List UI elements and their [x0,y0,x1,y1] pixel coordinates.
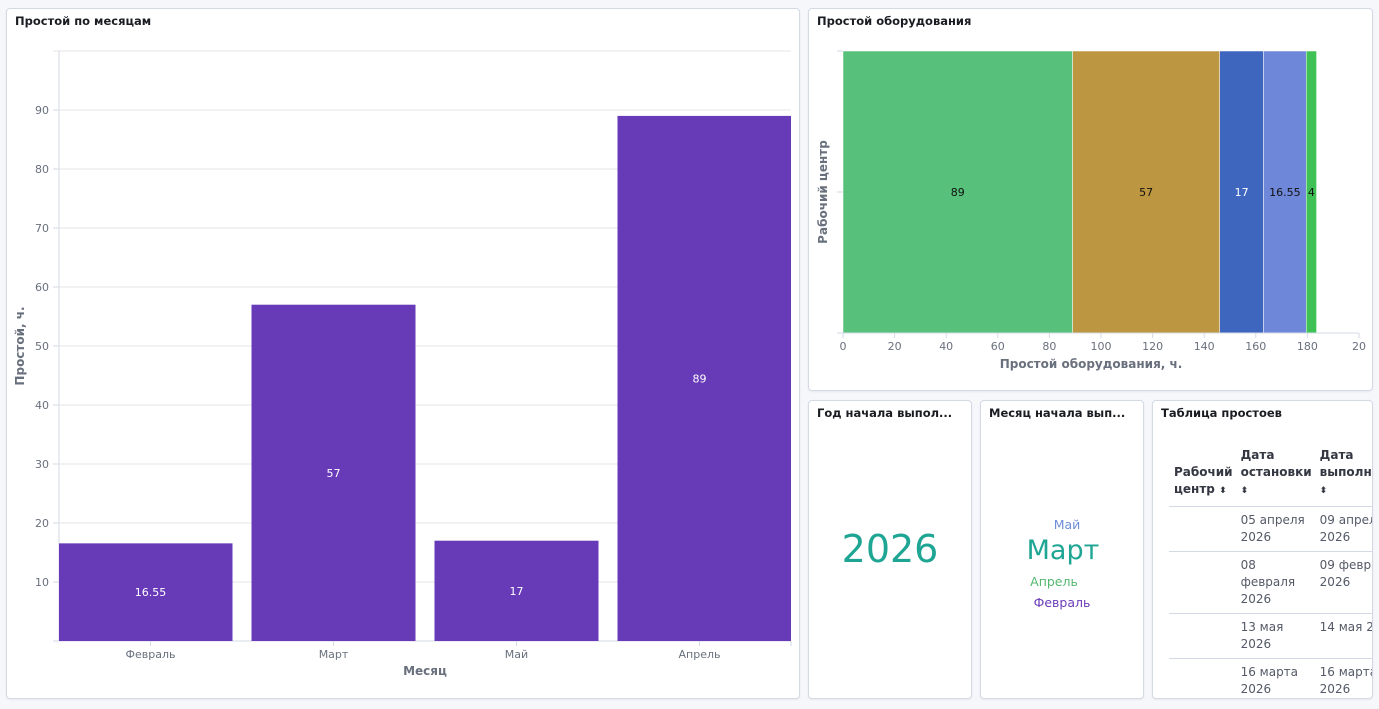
column-header-stop-date[interactable]: Дата остановки ⬍ [1240,448,1312,496]
table-header-row: Рабочий центр ⬍ Дата остановки ⬍ Дата вы… [1169,445,1372,507]
x-tick-label: 140 [1194,340,1215,353]
cell-completion-date: 09 апреля 2026 [1314,506,1372,552]
downtime-table-panel: Таблица простоев Рабочий центр ⬍ Дата ос… [1152,400,1373,699]
x-axis-title: Месяц [403,664,447,678]
segment-data-label: 16.55 [1269,186,1301,199]
month-cloud-panel: Месяц начала вып... Май Март Апрель Февр… [980,400,1144,699]
y-tick-label: 70 [35,222,49,235]
segment-data-label: 57 [1139,186,1153,199]
table-row: 05 апреля 2026 09 апреля 2026 [1169,506,1372,552]
x-tick-label: 0 [840,340,847,353]
x-tick-label: Май [505,648,528,661]
x-tick-label: 180 [1297,340,1318,353]
x-tick-label: 40 [939,340,953,353]
year-metric-panel: Год начала выпол... 2026 [808,400,972,699]
panel-title: Простой оборудования [817,14,972,28]
panel-title: Год начала выпол... [817,406,953,420]
panel-title: Таблица простоев [1161,406,1282,420]
segment-data-label: 4 [1308,186,1315,199]
bar-data-label: 89 [693,372,707,385]
cell-completion-date: 09 февраля 2026 [1314,551,1372,614]
cell-stop-date: 05 апреля 2026 [1235,506,1315,552]
bar-data-label: 17 [510,585,524,598]
cloud-word[interactable]: Май [1053,517,1081,532]
sort-icon[interactable]: ⬍ [1240,486,1249,496]
cloud-word[interactable]: Март [1026,535,1100,566]
cell-work-center [1169,506,1236,552]
y-tick-label: 10 [35,576,49,589]
downtime-table: Рабочий центр ⬍ Дата остановки ⬍ Дата вы… [1169,445,1372,698]
x-tick-label: 20 [1352,340,1366,353]
panel-title: Простой по месяцам [15,14,152,28]
bar-data-label: 57 [327,467,341,480]
table-row: 13 мая 2026 14 мая 2026 [1169,613,1372,659]
y-axis-title: Простой, ч. [13,306,27,385]
segment-data-label: 89 [951,186,965,199]
bar-data-label: 16.55 [135,586,167,599]
stacked-segment [1219,50,1264,334]
cloud-word[interactable]: Апрель [1030,574,1078,589]
y-axis-title: Рабочий центр [816,140,830,244]
cell-stop-date: 08 февраля 2026 [1235,551,1315,614]
panel-title: Месяц начала вып... [989,406,1126,420]
x-tick-label: 160 [1245,340,1266,353]
y-tick-label: 20 [35,517,49,530]
cloud-word[interactable]: Февраль [1033,595,1091,610]
x-tick-label: 80 [1042,340,1056,353]
stacked-segment [842,50,1073,334]
cell-work-center [1169,551,1236,614]
y-tick-label: 90 [35,104,49,117]
stacked-segment [1072,50,1220,334]
monthly-downtime-panel: Простой по месяцам 10 20 30 40 50 60 70 80 90 16.… [6,8,800,699]
y-tick-label: 30 [35,458,49,471]
bar [434,540,599,641]
cell-completion-date: 16 марта 2026 [1314,658,1372,698]
x-tick-label: Апрель [679,648,721,661]
column-header-work-center[interactable]: Рабочий центр ⬍ [1174,465,1233,496]
y-tick-label: 60 [35,281,49,294]
cell-stop-date: 16 марта 2026 [1235,658,1315,698]
cell-work-center [1169,658,1236,698]
sort-icon[interactable]: ⬍ [1319,486,1328,496]
stacked-segment [1263,50,1307,334]
cell-stop-date: 13 мая 2026 [1235,613,1315,659]
year-metric-value: 2026 [841,527,939,571]
bar [251,304,416,641]
x-tick-label: 20 [888,340,902,353]
monthly-downtime-chart: 10 20 30 40 50 60 70 80 90 16.55 Февраль 57 Март 17 Ма… [13,50,792,678]
equipment-downtime-chart: 89 57 17 16.55 40 20 40 60 80 100 120 140 160 180 20Пр… [816,50,1366,371]
table-row: 16 марта 2026 16 марта 2026 [1169,658,1372,698]
x-tick-label: Март [319,648,349,661]
column-header-completion-date[interactable]: Дата выполнения ⬍ [1319,448,1372,496]
x-tick-label: 120 [1142,340,1163,353]
sort-icon[interactable]: ⬍ [1219,486,1227,496]
bar [59,543,233,641]
segment-data-label: 17 [1235,186,1249,199]
cell-completion-date: 14 мая 2026 [1314,613,1372,659]
x-tick-label: 60 [991,340,1005,353]
y-tick-label: 50 [35,340,49,353]
equipment-downtime-panel: Простой оборудования 89 57 17 16.55 4 0 20 40 60… [808,8,1373,391]
table-row: 08 февраля 2026 09 февраля 2026 [1169,551,1372,614]
y-tick-label: 80 [35,163,49,176]
x-tick-label: 100 [1091,340,1112,353]
x-axis-title: Простой оборудования, ч. [1000,357,1183,371]
bar [617,115,791,641]
x-tick-label: Февраль [126,648,176,661]
y-tick-label: 40 [35,399,49,412]
cell-work-center [1169,613,1236,659]
